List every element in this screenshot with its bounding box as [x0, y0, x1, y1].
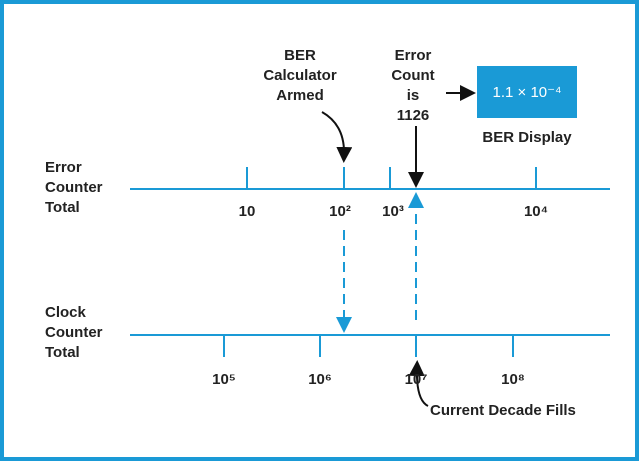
- count-label: Error: [395, 47, 432, 64]
- armed-label: BER: [284, 47, 316, 64]
- axis-label: Counter: [45, 324, 103, 341]
- display-label: BER Display: [482, 129, 572, 146]
- tick-label: 10⁶: [308, 371, 332, 388]
- decade-arrow: [408, 360, 429, 407]
- axis-label: Total: [45, 199, 80, 216]
- armed-label: Armed: [276, 87, 324, 104]
- tick-label: 10⁸: [501, 371, 525, 388]
- axis-label: Counter: [45, 179, 103, 196]
- display-value: 1.1 × 10⁻⁴: [493, 84, 562, 101]
- armed-label: Calculator: [263, 67, 337, 84]
- tick-label: 10²: [329, 203, 351, 220]
- armed-arrow: [321, 111, 353, 163]
- count-label: 1126: [397, 107, 430, 124]
- tick-label: 10⁴: [524, 203, 548, 220]
- count-label: is: [407, 87, 420, 104]
- tick-label: 10³: [382, 203, 404, 220]
- decade-label: Current Decade Fills: [430, 402, 576, 419]
- axis-label: Clock: [45, 304, 87, 321]
- tick-label: 10: [239, 203, 256, 220]
- count-label: Count: [391, 67, 434, 84]
- axis-label: Total: [45, 344, 80, 361]
- clock-ticks: [223, 335, 514, 357]
- tick-label: 10⁵: [212, 371, 236, 388]
- error-ticks: [246, 167, 537, 189]
- axis-label: Error: [45, 159, 82, 176]
- ber-display: [477, 66, 577, 118]
- tick-label: 10⁷: [405, 371, 428, 388]
